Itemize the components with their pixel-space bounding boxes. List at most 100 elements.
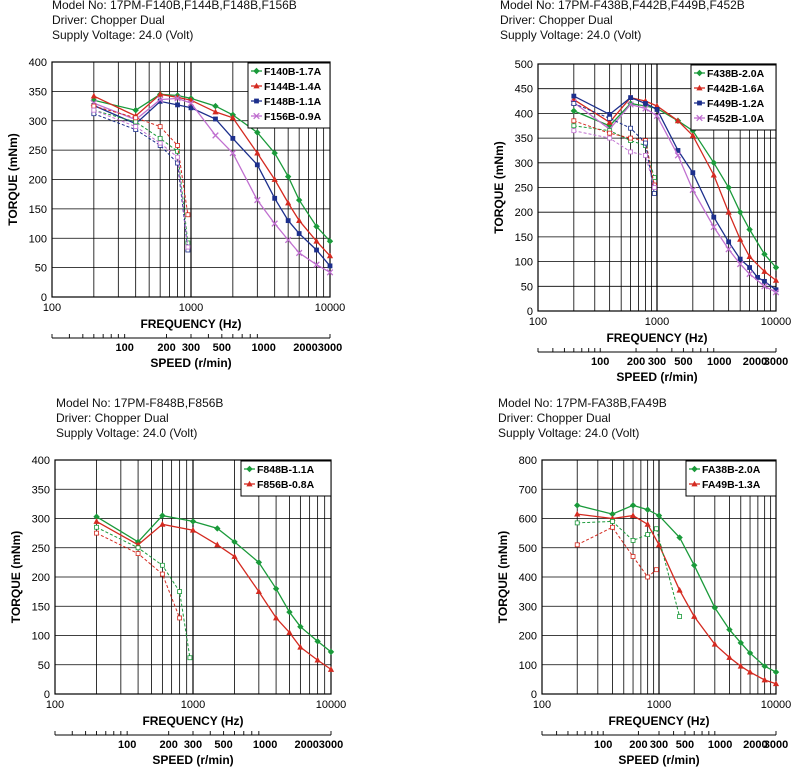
chart-panel-2: Model No: 17PM-F438B,F442B,F449B,F452B D… (444, 0, 801, 386)
data-point (655, 512, 663, 519)
data-point (746, 270, 753, 278)
data-point (606, 122, 613, 129)
data-point (272, 614, 280, 621)
data-point (175, 143, 180, 148)
data-point (737, 256, 743, 262)
data-point (314, 656, 321, 663)
model-number: Model No: 17PM-FA38B,FA49B (498, 396, 667, 410)
legend-label: F449B-1.2A (707, 98, 765, 110)
driver-info: Driver: Chopper Dual (500, 13, 613, 27)
data-point (93, 513, 100, 520)
data-point (272, 585, 280, 592)
data-point (157, 135, 163, 141)
data-point (271, 176, 278, 182)
data-point (643, 140, 648, 146)
speed-tick-label: 200 (160, 739, 178, 751)
data-point (736, 209, 744, 216)
data-point (327, 666, 335, 672)
data-point (607, 111, 613, 117)
data-point (284, 236, 292, 244)
data-point (697, 100, 702, 106)
data-point (326, 252, 334, 259)
data-point (254, 129, 261, 136)
series-dashed (91, 103, 191, 218)
data-point (628, 95, 633, 100)
data-point (133, 115, 139, 121)
data-point (643, 101, 648, 106)
speed-tick-label: 300 (184, 739, 202, 751)
y-tick-label: 0 (44, 689, 50, 701)
y-tick-label: 300 (32, 514, 50, 526)
data-point (772, 668, 780, 676)
speed-tick-label: 100 (594, 739, 612, 751)
speed-tick-label: 200 (627, 356, 645, 368)
data-point (642, 105, 649, 112)
series-dashed (574, 519, 683, 619)
x-tick-label: 10000 (761, 316, 792, 328)
speed-tick-label: 1000 (708, 739, 732, 751)
data-point (295, 196, 303, 204)
data-point (629, 512, 637, 518)
data-point (607, 135, 613, 141)
speed-tick-label: 3000 (318, 342, 342, 354)
y-tick-label: 300 (29, 116, 47, 128)
legend-label: F148B-1.1A (264, 96, 322, 108)
data-point (690, 170, 696, 176)
data-point (696, 114, 703, 122)
series-F156B-0.9A (90, 95, 334, 276)
data-point (653, 112, 661, 120)
data-point (696, 84, 703, 91)
speed-tick-label: 2000 (294, 739, 318, 751)
data-point (229, 114, 236, 121)
data-point (772, 288, 780, 296)
series-FA38B-2.0A (574, 502, 780, 676)
data-point (286, 629, 293, 635)
data-point (772, 264, 780, 271)
supply-voltage: Supply Voltage: 24.0 (Volt) (56, 426, 198, 440)
data-point (213, 116, 218, 122)
data-point (737, 236, 744, 242)
supply-voltage: Supply Voltage: 24.0 (Volt) (498, 426, 640, 440)
data-point (725, 245, 732, 253)
data-point (327, 648, 335, 656)
y-axis-label: TORQUE (mNm) (496, 531, 510, 623)
speed-axis-label: SPEED (r/min) (616, 370, 697, 384)
data-point (674, 152, 682, 159)
data-point (185, 212, 191, 218)
speed-tick-label: 500 (214, 739, 232, 751)
data-point (571, 101, 577, 106)
data-point (135, 545, 141, 551)
series-dashed (94, 530, 183, 621)
x-tick-label: 1000 (179, 302, 203, 314)
data-point (653, 567, 659, 573)
data-point (177, 589, 183, 595)
y-tick-label: 200 (32, 572, 50, 584)
series-line (96, 520, 332, 670)
legend-label: F856B-0.8A (257, 479, 315, 491)
data-point (157, 124, 163, 130)
speed-tick-label: 100 (118, 739, 136, 751)
speed-tick-label: 300 (650, 739, 668, 751)
data-point (629, 502, 637, 509)
data-point (295, 249, 303, 257)
chart-panel-3: Model No: 17PM-F848B,F856B Driver: Chopp… (0, 386, 400, 772)
y-tick-label: 250 (515, 183, 533, 195)
data-point (691, 465, 698, 473)
data-point (645, 574, 651, 580)
y-tick-label: 450 (515, 84, 533, 96)
data-point (630, 538, 636, 543)
data-point (91, 107, 97, 113)
y-tick-label: 50 (35, 263, 47, 275)
data-point (284, 173, 292, 180)
y-tick-label: 100 (29, 233, 47, 245)
data-point (189, 526, 197, 533)
chart-panel-4: Model No: 17PM-FA38B,FA49B Driver: Chopp… (444, 386, 801, 772)
y-tick-label: 500 (515, 59, 533, 71)
series-line (93, 105, 189, 215)
speed-tick-label: 200 (629, 739, 647, 751)
y-tick-label: 300 (519, 601, 537, 613)
data-point (313, 237, 320, 244)
data-point (725, 184, 732, 191)
data-point (91, 103, 97, 109)
